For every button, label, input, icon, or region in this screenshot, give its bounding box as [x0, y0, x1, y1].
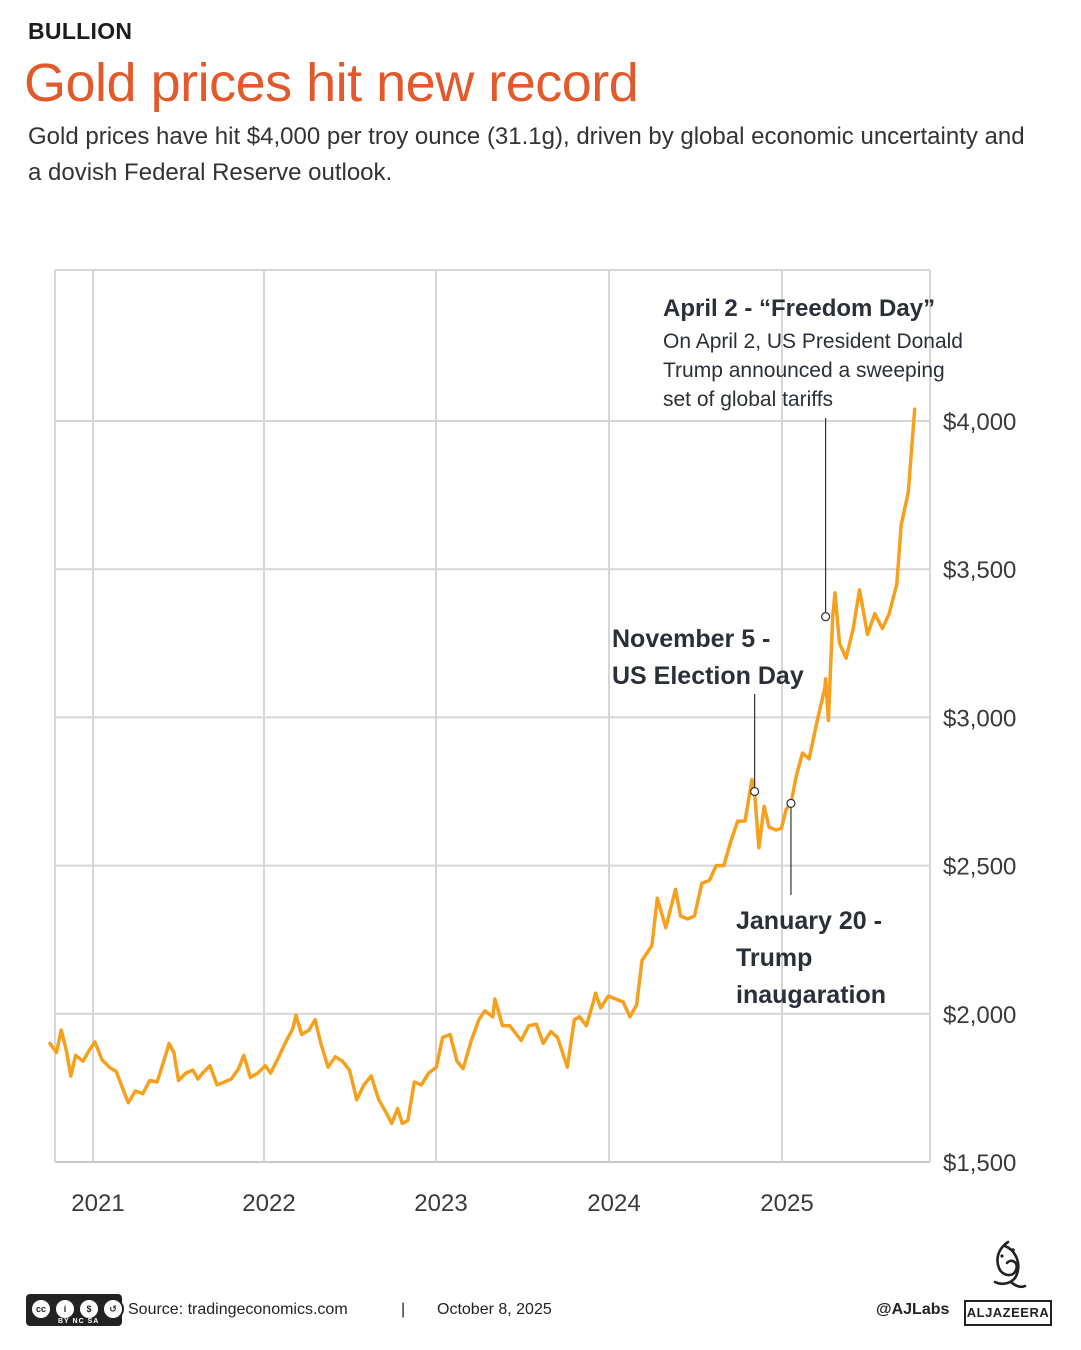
annotation-title-inauguration: Trump: [736, 944, 812, 972]
annotation-title-election-day: November 5 -: [612, 625, 770, 653]
x-tick-label: 2022: [242, 1190, 295, 1217]
y-tick-label: $2,000: [943, 1002, 1016, 1029]
y-tick-label: $3,500: [943, 557, 1016, 584]
footer: cc i $ ↺ BY NC SA Source: tradingeconomi…: [0, 1290, 1081, 1340]
annotation-marker-inauguration: [786, 798, 796, 808]
sa-icon: ↺: [102, 1298, 124, 1320]
subtitle: Gold prices have hit $4,000 per troy oun…: [28, 123, 1025, 186]
annotation-marker-election-day: [750, 786, 760, 797]
kicker: BULLION: [28, 18, 133, 44]
social-handle[interactable]: @AJLabs: [876, 1301, 950, 1318]
aljazeera-wordmark: ALJAZEERA: [964, 1300, 1052, 1326]
annotation-title-election-day: US Election Day: [612, 662, 804, 690]
y-tick-label: $1,500: [943, 1150, 1016, 1177]
by-icon: i: [54, 1298, 76, 1320]
y-tick-label: $2,500: [943, 854, 1016, 881]
annotation-title-freedom-day: April 2 - “Freedom Day”: [663, 295, 935, 322]
nc-icon: $: [78, 1298, 100, 1320]
source-link[interactable]: Source: tradingeconomics.com: [128, 1301, 348, 1318]
annotation-text-freedom-day: On April 2, US President Donald: [663, 330, 963, 353]
footer-separator: |: [401, 1301, 406, 1318]
annotation-title-inauguration: January 20 -: [736, 907, 882, 935]
annotation-marker-freedom-day: [820, 612, 831, 622]
x-tick-label: 2023: [414, 1190, 467, 1217]
gold-price-chart: $1,500 $2,000 $2,500 $3,000 $3,500 $4,000 2021…: [48, 269, 1016, 1217]
creative-commons-badge: cc i $ ↺ BY NC SA: [26, 1294, 124, 1326]
x-tick-label: 2021: [71, 1190, 124, 1217]
x-tick-label: 2024: [587, 1190, 640, 1217]
y-tick-label: $3,000: [943, 705, 1016, 732]
cc-icon: cc: [30, 1298, 52, 1320]
license-label: BY NC SA: [58, 1318, 100, 1325]
y-tick-label: $4,000: [943, 409, 1016, 436]
aljazeera-logo-mark-icon: [993, 1240, 1027, 1289]
annotation-text-freedom-day: set of global tariffs: [663, 388, 833, 411]
annotation-title-inauguration: inaugaration: [736, 981, 886, 1009]
x-tick-label: 2025: [760, 1190, 813, 1217]
gold-price-line: [48, 407, 917, 1126]
page-title: Gold prices hit new record: [24, 53, 639, 113]
publish-date: October 8, 2025: [437, 1301, 552, 1318]
annotation-text-freedom-day: Trump announced a sweeping: [663, 359, 945, 382]
